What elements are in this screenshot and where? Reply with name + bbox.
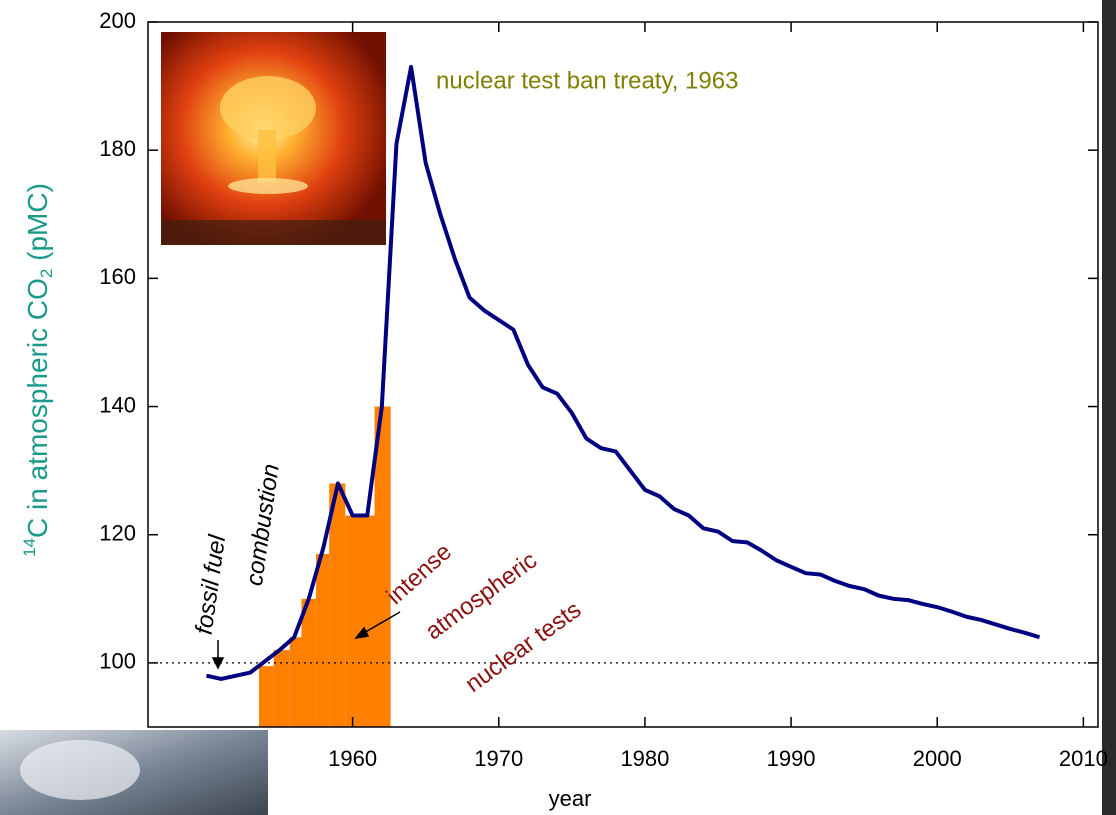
y-tick-label: 200: [99, 8, 136, 33]
side-bar: [1102, 0, 1116, 815]
bar: [316, 553, 330, 727]
bar: [374, 406, 391, 727]
annotation: intense: [381, 538, 457, 610]
photo-explosion: [161, 32, 386, 245]
bar: [273, 650, 290, 727]
bar: [329, 483, 346, 727]
x-axis-label: year: [549, 786, 592, 811]
arrows: [211, 611, 401, 670]
annotation: fossil fuel: [191, 533, 232, 636]
x-tick-label: 1990: [767, 746, 816, 771]
x-tick-label: 1980: [620, 746, 669, 771]
bar: [301, 598, 317, 727]
x-tick-label: 1970: [474, 746, 523, 771]
x-tick-label: 2000: [913, 746, 962, 771]
annotation: nuclear test ban treaty, 1963: [436, 67, 738, 94]
bar: [289, 637, 302, 727]
photo-smoke: [0, 730, 268, 815]
bar: [345, 515, 375, 727]
y-tick-label: 140: [99, 392, 136, 417]
y-tick-label: 180: [99, 136, 136, 161]
data-line: [206, 64, 1041, 681]
y-tick-label: 100: [99, 649, 136, 674]
bar: [259, 666, 274, 727]
y-tick-label: 160: [99, 264, 136, 289]
x-tick-label: 2010: [1059, 746, 1108, 771]
y-tick-label: 120: [99, 521, 136, 546]
annotation: combustion: [241, 462, 285, 587]
x-tick-label: 1960: [328, 746, 377, 771]
plot-frame: [147, 21, 1099, 728]
y-axis-label: 14C in atmospheric CO2 (pMC): [20, 183, 56, 557]
